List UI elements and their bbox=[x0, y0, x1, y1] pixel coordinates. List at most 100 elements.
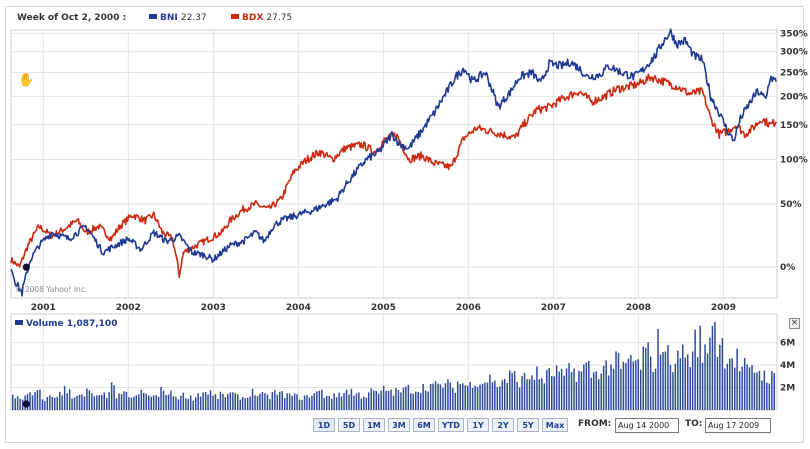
range-button-5d[interactable]: 5D bbox=[338, 418, 360, 432]
volume-bar bbox=[190, 395, 192, 410]
from-date-input[interactable] bbox=[615, 418, 679, 433]
volume-bar bbox=[217, 398, 219, 410]
volume-bar bbox=[301, 399, 303, 410]
close-icon[interactable]: × bbox=[789, 318, 800, 329]
volume-label: Volume 1,087,100 bbox=[15, 319, 117, 329]
x-tick-label: 2002 bbox=[116, 303, 141, 313]
volume-bar bbox=[763, 370, 766, 410]
volume-bar bbox=[397, 389, 400, 410]
volume-bar bbox=[726, 363, 729, 410]
volume-bar bbox=[736, 348, 738, 410]
volume-bar bbox=[335, 397, 338, 410]
volume-bar bbox=[694, 329, 696, 410]
volume-bar bbox=[16, 396, 19, 410]
to-date-input[interactable] bbox=[705, 418, 771, 433]
volume-bar bbox=[56, 397, 58, 410]
volume-bar bbox=[612, 368, 615, 410]
volume-bar bbox=[484, 382, 486, 410]
volume-bar bbox=[743, 358, 746, 410]
range-button-3m[interactable]: 3M bbox=[388, 418, 410, 432]
volume-bar bbox=[773, 373, 775, 410]
volume-bar bbox=[110, 382, 113, 410]
legend-bni: BNI 22.37 bbox=[149, 13, 207, 23]
volume-bar bbox=[281, 391, 283, 410]
volume-bar bbox=[311, 395, 313, 410]
volume-y-tick-label: 2M bbox=[780, 384, 795, 394]
y-tick-label: 150% bbox=[780, 121, 808, 131]
volume-bar bbox=[563, 375, 565, 410]
volume-bar bbox=[410, 393, 412, 410]
y-tick-label: 200% bbox=[780, 92, 808, 102]
volume-bar bbox=[531, 375, 533, 410]
volume-bar bbox=[758, 370, 761, 410]
to-label: TO: bbox=[685, 419, 703, 429]
volume-bar bbox=[128, 397, 130, 410]
range-button-6m[interactable]: 6M bbox=[413, 418, 435, 432]
volume-bar bbox=[459, 384, 461, 410]
volume-bar bbox=[120, 394, 123, 410]
volume-bar bbox=[704, 344, 706, 410]
volume-bar bbox=[474, 385, 476, 410]
volume-bar bbox=[135, 395, 138, 410]
volume-bar bbox=[588, 361, 590, 410]
volume-bar bbox=[434, 381, 437, 410]
volume-bar bbox=[212, 395, 214, 410]
volume-bar bbox=[573, 368, 575, 410]
volume-bar bbox=[14, 398, 16, 410]
volume-bar bbox=[518, 387, 521, 410]
volume-bar bbox=[444, 383, 447, 410]
volume-bar bbox=[29, 392, 31, 410]
range-button-max[interactable]: Max bbox=[542, 418, 568, 432]
volume-bar bbox=[12, 394, 14, 410]
volume-bar bbox=[360, 398, 363, 410]
volume-bar bbox=[630, 355, 632, 410]
volume-bar bbox=[363, 396, 365, 410]
volume-bar bbox=[412, 393, 414, 410]
volume-bar bbox=[558, 371, 560, 410]
volume-bar bbox=[355, 393, 358, 410]
volume-bar bbox=[308, 397, 311, 410]
cursor-marker bbox=[22, 263, 30, 271]
volume-bar bbox=[244, 398, 246, 410]
volume-bar bbox=[615, 351, 617, 410]
volume-bar bbox=[657, 329, 659, 410]
volume-bar bbox=[548, 368, 550, 410]
volume-bar bbox=[316, 391, 318, 410]
volume-y-tick-label: 4M bbox=[780, 361, 795, 371]
volume-bar bbox=[664, 351, 667, 410]
volume-bar bbox=[682, 344, 684, 410]
volume-bar bbox=[291, 395, 293, 410]
hand-pan-icon[interactable]: ✋ bbox=[18, 73, 35, 88]
volume-bar bbox=[160, 386, 162, 410]
volume-bar bbox=[719, 344, 721, 410]
volume-bar bbox=[420, 393, 422, 410]
range-button-1y[interactable]: 1Y bbox=[467, 418, 489, 432]
range-button-1d[interactable]: 1D bbox=[313, 418, 335, 432]
volume-bar bbox=[523, 373, 526, 410]
volume-bar bbox=[645, 347, 647, 410]
volume-bar bbox=[350, 388, 353, 410]
volume-bar bbox=[605, 360, 607, 410]
range-button-1m[interactable]: 1M bbox=[363, 418, 385, 432]
volume-bar bbox=[696, 357, 699, 410]
volume-bar bbox=[536, 366, 538, 410]
volume-bar bbox=[271, 392, 274, 410]
volume-bar bbox=[224, 397, 227, 410]
volume-bar bbox=[150, 396, 152, 410]
volume-bar bbox=[239, 399, 241, 410]
volume-bar bbox=[424, 390, 427, 410]
series-line-bni bbox=[10, 28, 777, 297]
volume-bar bbox=[209, 390, 212, 410]
volume-bar bbox=[261, 391, 264, 410]
volume-bar bbox=[88, 390, 91, 410]
volume-swatch bbox=[15, 320, 23, 325]
volume-y-tick-label: 6M bbox=[780, 339, 795, 349]
range-button-2y[interactable]: 2Y bbox=[492, 418, 514, 432]
range-button-5y[interactable]: 5Y bbox=[517, 418, 539, 432]
volume-bar bbox=[590, 377, 593, 410]
range-button-ytd[interactable]: YTD bbox=[438, 418, 464, 432]
volume-bar bbox=[195, 397, 197, 410]
volume-bar bbox=[175, 396, 177, 410]
volume-bar bbox=[499, 386, 501, 410]
